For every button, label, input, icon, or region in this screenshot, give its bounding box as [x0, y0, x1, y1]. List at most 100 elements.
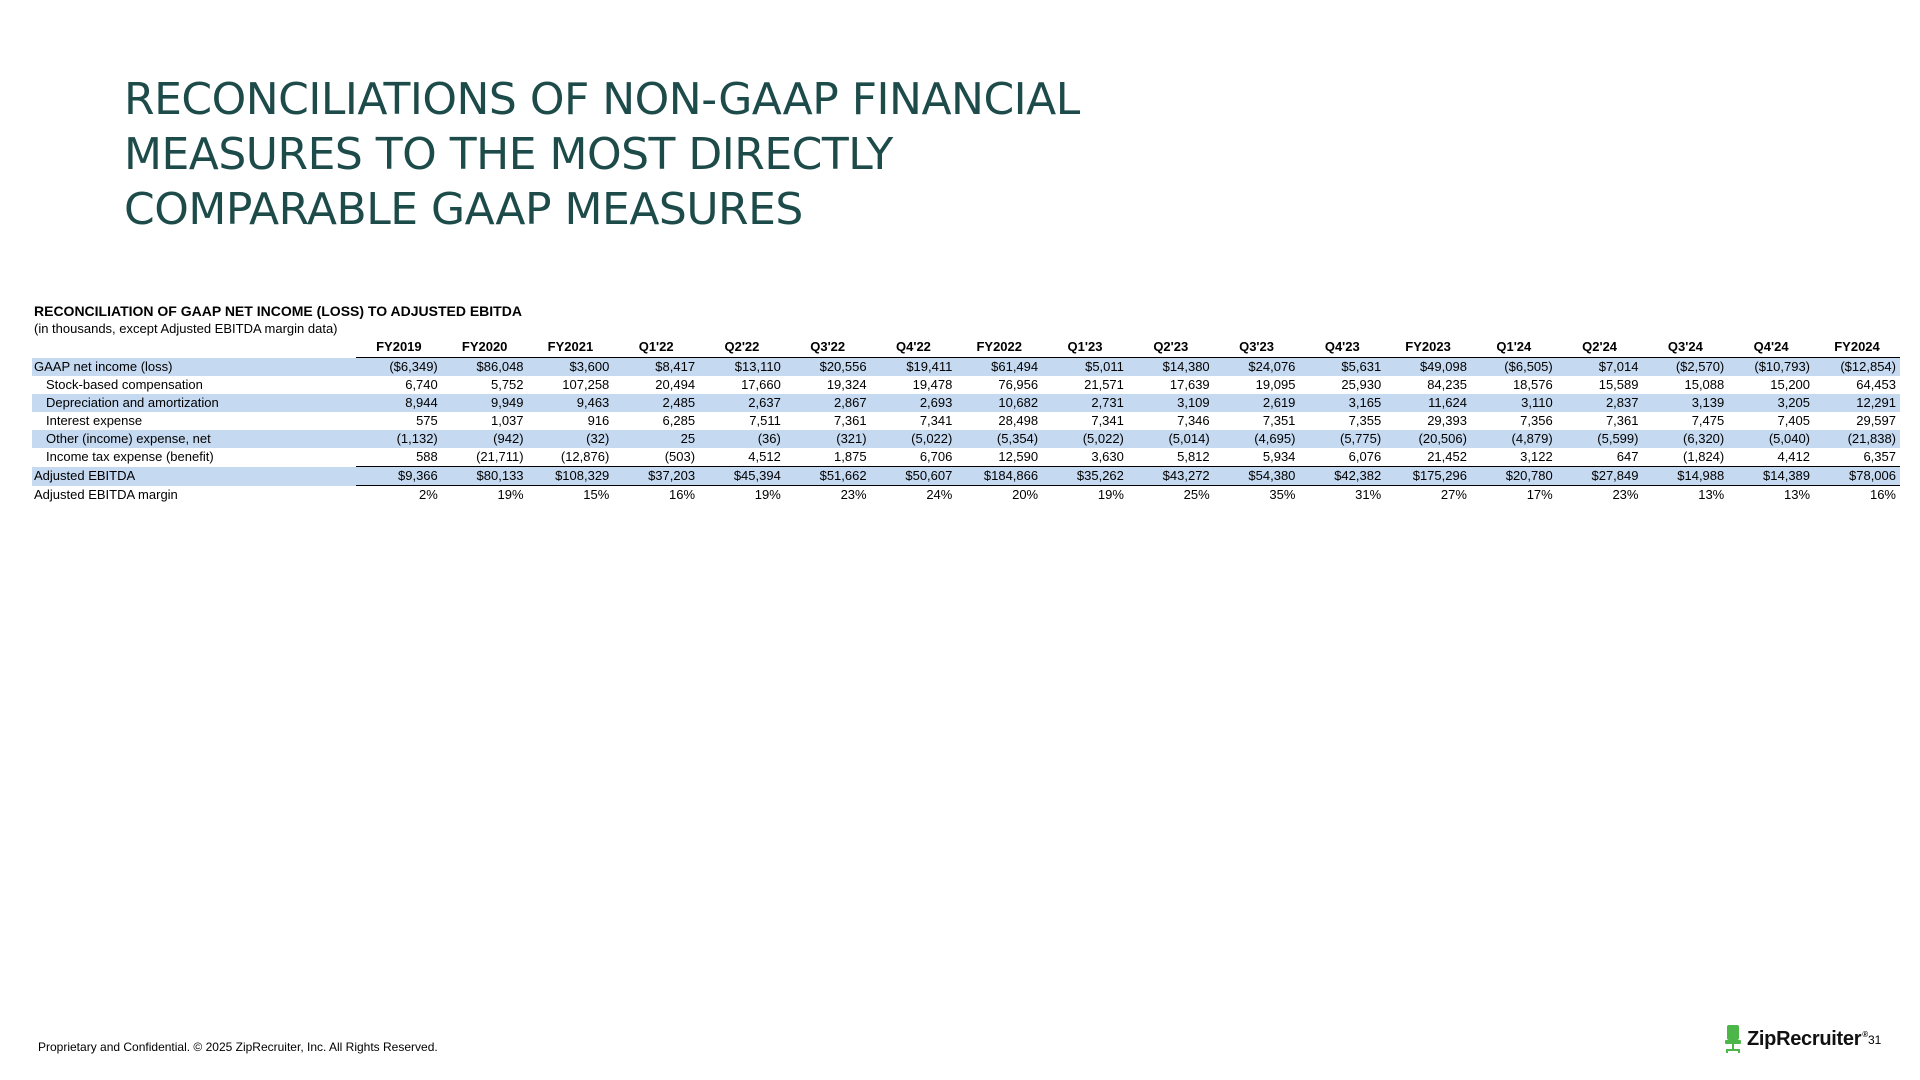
- table-cell: 17,639: [1169, 377, 1210, 392]
- table-cell: 3,122: [1470, 448, 1557, 467]
- table-cell: 6,706: [870, 448, 957, 467]
- table-cell: $13,110: [699, 357, 785, 376]
- table-cell: 17,660: [741, 377, 781, 392]
- table-cell: 23%: [1612, 487, 1639, 502]
- label-column-header: [32, 337, 356, 358]
- table-cell: 6,740: [405, 377, 438, 392]
- table-cell: 7,405: [1777, 413, 1811, 428]
- column-header: FY2019: [356, 337, 442, 358]
- column-header: FY2020: [441, 337, 528, 358]
- table-cell: 12,590: [956, 448, 1043, 467]
- table-cell: 3,109: [1127, 394, 1214, 412]
- table-cell: $14,389: [1728, 466, 1815, 486]
- table-cell: 28,498: [998, 413, 1039, 428]
- column-header: Q2'23: [1127, 337, 1214, 358]
- table-cell: 23%: [840, 487, 867, 502]
- table-cell: 6,076: [1299, 448, 1386, 467]
- table-cell: 20,494: [655, 377, 696, 392]
- table-cell: (5,599): [1556, 430, 1643, 448]
- table-cell: $80,133: [441, 466, 528, 486]
- confidentiality-footer: Proprietary and Confidential. © 2025 Zip…: [38, 1040, 438, 1054]
- table-row: Adjusted EBITDA $9,366 $80,133 $108,329 $37,…: [32, 466, 1900, 486]
- row-label: Income tax expense (benefit): [46, 449, 214, 465]
- table-row: Income tax expense (benefit) 588 (21,711)(…: [32, 448, 1900, 467]
- table-cell: 4,412: [1728, 448, 1815, 467]
- table-subheading: (in thousands, except Adjusted EBITDA ma…: [34, 321, 338, 336]
- table-cell: 16%: [669, 487, 696, 502]
- table-cell: 12,291: [1814, 394, 1900, 412]
- table-cell: $24,076: [1213, 357, 1300, 376]
- table-cell: (1,824): [1642, 448, 1729, 467]
- table-cell: $7,014: [1556, 357, 1643, 376]
- table-cell: (32): [527, 430, 614, 448]
- table-cell: (5,354): [956, 430, 1043, 448]
- table-row: Stock-based compensation 6,740 5,752 107,25…: [32, 376, 1900, 394]
- table-cell: 19%: [497, 487, 524, 502]
- table-cell: 16%: [1869, 487, 1896, 502]
- table-cell: 4,512: [699, 448, 785, 467]
- table-cell: 2,637: [699, 394, 785, 412]
- table-cell: (4,695): [1213, 430, 1300, 448]
- table-cell: 2%: [418, 487, 438, 502]
- table-cell: 15,200: [1770, 377, 1811, 392]
- page-title-line-2: MEASURES TO THE MOST DIRECTLY: [124, 129, 893, 180]
- table-cell: 3,165: [1299, 394, 1386, 412]
- table-cell: $3,600: [527, 357, 614, 376]
- table-cell: $37,203: [613, 466, 700, 486]
- table-cell: 25,930: [1341, 377, 1382, 392]
- table-cell: 1,875: [784, 448, 871, 467]
- table-cell: $43,272: [1127, 466, 1214, 486]
- ziprecruiter-logo: ZipRecruiter®: [1722, 1024, 1868, 1054]
- table-cell: $61,494: [956, 357, 1043, 376]
- table-cell: 13%: [1698, 487, 1725, 502]
- table-cell: 5,812: [1127, 448, 1214, 467]
- table-cell: $14,380: [1127, 357, 1214, 376]
- table-cell: 2,485: [613, 394, 700, 412]
- table-cell: 64,453: [1856, 377, 1896, 392]
- table-cell: $78,006: [1814, 466, 1900, 486]
- table-cell: (5,022): [1042, 430, 1128, 448]
- row-label: Adjusted EBITDA margin: [34, 486, 178, 502]
- table-cell: 76,956: [998, 377, 1039, 392]
- table-cell: 2,837: [1556, 394, 1643, 412]
- table-cell: 25%: [1183, 487, 1210, 502]
- table-cell: 19%: [1097, 487, 1124, 502]
- table-cell: $45,394: [699, 466, 785, 486]
- column-header: Q4'24: [1728, 337, 1815, 358]
- table-row: Depreciation and amortization 8,944 9,949 9…: [32, 394, 1900, 412]
- table-cell: 19,324: [826, 377, 867, 392]
- table-cell: 7,341: [1091, 413, 1124, 428]
- column-header: Q4'23: [1299, 337, 1386, 358]
- table-cell: 15,589: [1598, 377, 1639, 392]
- table-cell: 3,630: [1042, 448, 1128, 467]
- table-cell: (1,132): [356, 430, 442, 448]
- reconciliation-table: FY2019 FY2020 FY2021 Q1'22 Q2'22 Q3'22 Q…: [32, 337, 1900, 504]
- column-header: Q2'24: [1556, 337, 1643, 358]
- table-cell: (5,040): [1728, 430, 1815, 448]
- column-header: FY2024: [1814, 337, 1900, 358]
- table-cell: $27,849: [1556, 466, 1643, 486]
- table-cell: 7,475: [1691, 413, 1725, 428]
- table-cell: (21,711): [441, 448, 528, 467]
- table-cell: $5,631: [1299, 357, 1386, 376]
- table-cell: 3,110: [1470, 394, 1557, 412]
- table-cell: 31%: [1355, 487, 1382, 502]
- column-header: Q1'22: [613, 337, 700, 358]
- table-cell: 2,619: [1213, 394, 1300, 412]
- table-cell: 8,944: [356, 394, 442, 412]
- column-header: Q1'24: [1470, 337, 1557, 358]
- table-cell: 7,351: [1262, 413, 1296, 428]
- table-cell: 15,088: [1684, 377, 1725, 392]
- table-cell: 7,341: [919, 413, 953, 428]
- row-label: GAAP net income (loss): [32, 357, 356, 376]
- table-heading: RECONCILIATION OF GAAP NET INCOME (LOSS)…: [34, 303, 522, 319]
- table-cell: 9,463: [527, 394, 614, 412]
- table-cell: 35%: [1269, 487, 1296, 502]
- table-cell: 11,624: [1385, 394, 1471, 412]
- column-header: FY2021: [527, 337, 614, 358]
- table-cell: 2,693: [870, 394, 957, 412]
- page-title-line-1: RECONCILIATIONS OF NON-GAAP FINANCIAL: [124, 74, 1080, 125]
- table-cell: $108,329: [527, 466, 614, 486]
- table-cell: $5,011: [1042, 357, 1128, 376]
- table-header-row: FY2019 FY2020 FY2021 Q1'22 Q2'22 Q3'22 Q…: [32, 337, 1900, 358]
